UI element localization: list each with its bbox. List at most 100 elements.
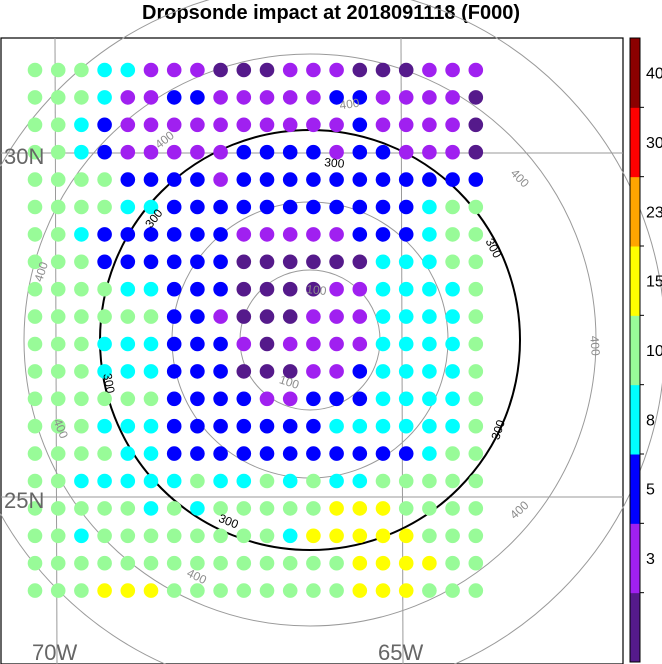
dropsonde-dot <box>422 144 437 160</box>
dropsonde-dot <box>375 227 391 242</box>
colorbar-tick-label: 8 <box>646 412 655 429</box>
dropsonde-dot <box>50 391 66 407</box>
dropsonde-dot <box>213 281 228 297</box>
dropsonde-dot <box>422 172 437 187</box>
dropsonde-dot <box>27 172 43 187</box>
dropsonde-dot <box>190 583 205 598</box>
dropsonde-dot <box>74 309 89 324</box>
dropsonde-dot <box>445 473 460 489</box>
dropsonde-dot <box>27 528 43 544</box>
dropsonde-dot <box>329 144 344 160</box>
dropsonde-dot <box>375 117 391 133</box>
dropsonde-dot <box>236 446 252 461</box>
dropsonde-dot <box>468 528 484 544</box>
dropsonde-dot <box>375 144 391 160</box>
dropsonde-dot <box>143 364 159 379</box>
dropsonde-dot <box>352 62 368 78</box>
dropsonde-dot <box>398 117 414 133</box>
dropsonde-dot <box>329 90 344 105</box>
dropsonde-dot <box>27 446 43 461</box>
dropsonde-dot <box>143 199 159 215</box>
colorbar-segment <box>630 38 640 108</box>
dropsonde-dot <box>74 583 89 598</box>
dropsonde-dot <box>398 473 414 489</box>
dropsonde-dot <box>97 199 112 215</box>
dropsonde-dot <box>422 90 437 105</box>
dropsonde-dot <box>422 199 437 215</box>
dropsonde-dot <box>468 364 484 379</box>
dropsonde-dot <box>306 62 321 78</box>
dropsonde-dot <box>398 62 414 78</box>
dropsonde-dot <box>143 336 159 352</box>
dropsonde-dot <box>398 555 414 571</box>
dropsonde-dot <box>27 62 43 78</box>
dropsonde-dot <box>190 254 205 270</box>
dropsonde-dot <box>120 144 136 160</box>
dropsonde-dot <box>97 336 112 352</box>
dropsonde-dot <box>259 473 275 489</box>
dropsonde-dot <box>27 336 43 352</box>
dropsonde-dot <box>468 336 484 352</box>
dropsonde-dot <box>422 254 437 270</box>
contour-label-100-top: 100 <box>306 282 328 298</box>
dropsonde-dot <box>27 473 43 489</box>
dropsonde-dot <box>282 199 298 215</box>
dropsonde-dot <box>236 364 252 379</box>
dropsonde-dot <box>306 227 321 242</box>
dropsonde-dot <box>143 391 159 407</box>
dropsonde-dot <box>166 555 182 571</box>
dropsonde-dot <box>259 90 275 105</box>
dropsonde-dot <box>306 446 321 461</box>
dropsonde-dot <box>259 281 275 297</box>
dropsonde-dot <box>213 528 228 544</box>
dropsonde-dot <box>445 583 460 598</box>
dropsonde-dot <box>282 90 298 105</box>
dropsonde-dot <box>27 227 43 242</box>
dropsonde-dot <box>50 62 66 78</box>
dropsonde-dot <box>282 555 298 571</box>
dropsonde-dot <box>166 227 182 242</box>
dropsonde-dot <box>329 336 344 352</box>
dropsonde-dot <box>120 90 136 105</box>
dropsonde-dot <box>422 309 437 324</box>
dropsonde-dot <box>398 199 414 215</box>
dropsonde-dot <box>282 62 298 78</box>
dropsonde-dot <box>306 583 321 598</box>
dropsonde-dot <box>445 199 460 215</box>
dropsonde-dot <box>74 281 89 297</box>
colorbar-segment <box>630 523 640 594</box>
colorbar-tick-label: 3 <box>646 551 655 568</box>
dropsonde-dot <box>352 446 368 461</box>
dropsonde-dot <box>422 446 437 461</box>
dropsonde-dot <box>398 364 414 379</box>
dropsonde-dot <box>97 446 112 461</box>
dropsonde-dot <box>445 364 460 379</box>
dropsonde-dot <box>306 418 321 434</box>
dropsonde-dot <box>352 199 368 215</box>
dropsonde-dot <box>190 555 205 571</box>
dropsonde-dot <box>213 227 228 242</box>
dropsonde-dot <box>259 309 275 324</box>
dropsonde-dot <box>50 117 66 133</box>
dropsonde-dot <box>166 309 182 324</box>
dropsonde-dot <box>352 555 368 571</box>
dropsonde-dot <box>375 281 391 297</box>
dropsonde-dot <box>27 90 43 105</box>
dropsonde-dot <box>422 418 437 434</box>
dropsonde-dot <box>398 418 414 434</box>
colorbar-segment <box>630 176 640 247</box>
dropsonde-dot <box>74 528 89 544</box>
dropsonde-dot <box>97 227 112 242</box>
dropsonde-dot <box>166 528 182 544</box>
dropsonde-dot <box>190 62 205 78</box>
dropsonde-dot <box>120 227 136 242</box>
dropsonde-dot <box>282 501 298 516</box>
dropsonde-dot <box>143 254 159 270</box>
lat-label-25n: 25N <box>4 488 44 513</box>
dropsonde-dot <box>282 446 298 461</box>
dropsonde-dot <box>143 583 159 598</box>
dropsonde-dot <box>190 473 205 489</box>
dropsonde-dot <box>213 446 228 461</box>
dropsonde-dot <box>27 117 43 133</box>
